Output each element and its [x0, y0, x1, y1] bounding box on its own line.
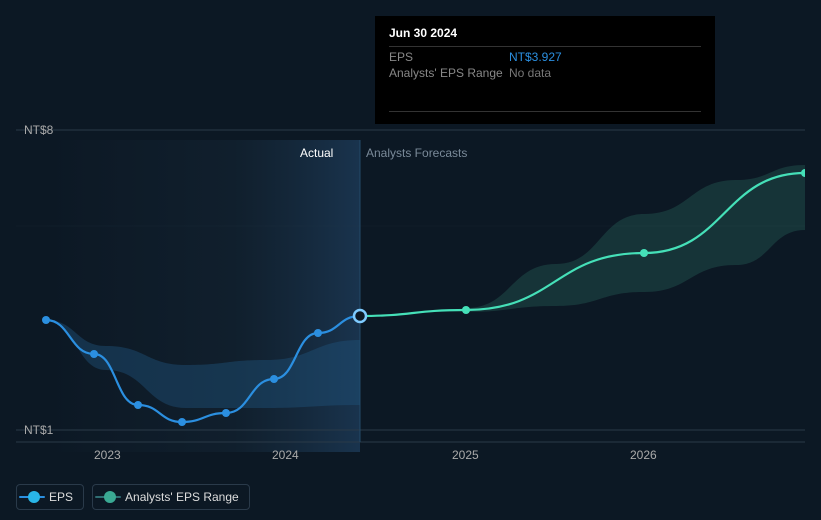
tooltip-date: Jun 30 2024 — [389, 26, 701, 40]
tooltip-row-label: Analysts' EPS Range — [389, 66, 509, 80]
legend-item[interactable]: Analysts' EPS Range — [92, 484, 250, 510]
chart-legend: EPS Analysts' EPS Range — [16, 484, 250, 510]
x-axis-label: 2025 — [452, 448, 479, 462]
y-axis-label: NT$8 — [24, 123, 53, 137]
legend-swatch-icon — [104, 491, 116, 503]
legend-label: Analysts' EPS Range — [125, 490, 239, 504]
chart-tooltip: Jun 30 2024 EPSNT$3.927Analysts' EPS Ran… — [375, 16, 715, 124]
x-axis-label: 2023 — [94, 448, 121, 462]
eps-chart: Jun 30 2024 EPSNT$3.927Analysts' EPS Ran… — [16, 0, 805, 478]
x-axis-label: 2024 — [272, 448, 299, 462]
tooltip-row: Analysts' EPS RangeNo data — [389, 65, 701, 81]
legend-item[interactable]: EPS — [16, 484, 84, 510]
region-label-forecast: Analysts Forecasts — [366, 146, 467, 160]
tooltip-divider-bottom — [389, 111, 701, 112]
y-axis-label: NT$1 — [24, 423, 53, 437]
x-axis-label: 2026 — [630, 448, 657, 462]
legend-swatch-icon — [28, 491, 40, 503]
region-label-actual: Actual — [300, 146, 333, 160]
tooltip-row-label: EPS — [389, 50, 509, 64]
tooltip-row: EPSNT$3.927 — [389, 49, 701, 65]
tooltip-row-value: No data — [509, 66, 551, 80]
legend-label: EPS — [49, 490, 73, 504]
tooltip-divider — [389, 46, 701, 47]
tooltip-row-value: NT$3.927 — [509, 50, 562, 64]
